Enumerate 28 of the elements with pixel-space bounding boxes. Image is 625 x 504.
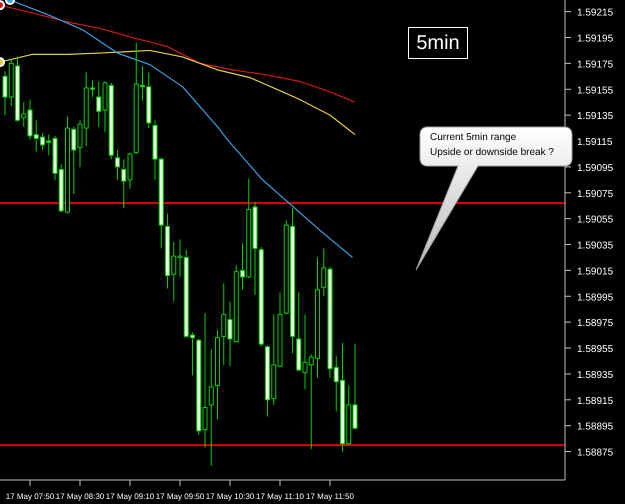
y-tick-label: 1.59015 (577, 266, 614, 278)
x-tick-label: 17 May 09:10 (106, 492, 155, 501)
x-tick-label: 17 May 11:50 (306, 492, 354, 501)
x-tick-label: 17 May 07:50 (6, 492, 55, 501)
y-tick-label: 1.59055 (577, 214, 614, 226)
y-tick-label: 1.59195 (577, 34, 614, 45)
y-tick-label: 1.58995 (577, 292, 614, 304)
y-tick-label: 1.58895 (577, 422, 614, 433)
y-tick-label: 1.58955 (577, 344, 614, 356)
y-tick-label: 1.58975 (577, 318, 614, 330)
y-tick-label: 1.59115 (577, 137, 613, 148)
annotation: 5min (408, 27, 468, 59)
y-tick-label: 1.59095 (577, 162, 614, 174)
x-tick-label: 17 May 08:30 (56, 492, 105, 501)
y-tick-label: 1.59075 (577, 188, 614, 200)
x-tick-label: 17 May 10:30 (206, 492, 255, 501)
y-tick-label: 1.59155 (577, 85, 614, 96)
annotation: Current 5min range (430, 131, 518, 145)
x-tick-label: 17 May 11:10 (256, 492, 304, 501)
y-tick-label: 1.58875 (577, 448, 614, 459)
annotation: Upside or downside break ? (430, 146, 555, 160)
x-tick-label: 17 May 09:50 (156, 492, 205, 501)
y-tick-label: 1.59035 (577, 240, 614, 252)
y-tick-label: 1.59135 (577, 111, 614, 122)
y-tick-label: 1.59175 (577, 59, 614, 70)
y-tick-label: 1.58915 (577, 396, 614, 407)
y-tick-label: 1.59215 (577, 8, 614, 19)
y-tick-label: 1.58935 (577, 370, 614, 381)
